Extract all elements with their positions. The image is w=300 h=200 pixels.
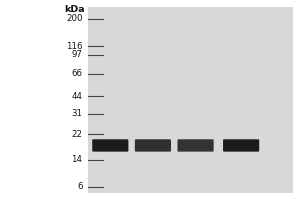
Text: 66: 66 xyxy=(71,69,82,78)
Text: 6: 6 xyxy=(77,182,82,191)
FancyBboxPatch shape xyxy=(223,139,259,152)
Text: 44: 44 xyxy=(71,92,82,101)
Text: 116: 116 xyxy=(66,42,82,51)
Text: 97: 97 xyxy=(71,50,82,59)
Text: 31: 31 xyxy=(71,109,82,118)
Text: 200: 200 xyxy=(66,14,82,23)
FancyBboxPatch shape xyxy=(88,7,292,193)
Text: 14: 14 xyxy=(71,155,82,164)
FancyBboxPatch shape xyxy=(135,139,171,152)
FancyBboxPatch shape xyxy=(178,139,214,152)
FancyBboxPatch shape xyxy=(92,139,128,152)
Text: 22: 22 xyxy=(71,130,82,139)
Text: kDa: kDa xyxy=(65,5,85,14)
